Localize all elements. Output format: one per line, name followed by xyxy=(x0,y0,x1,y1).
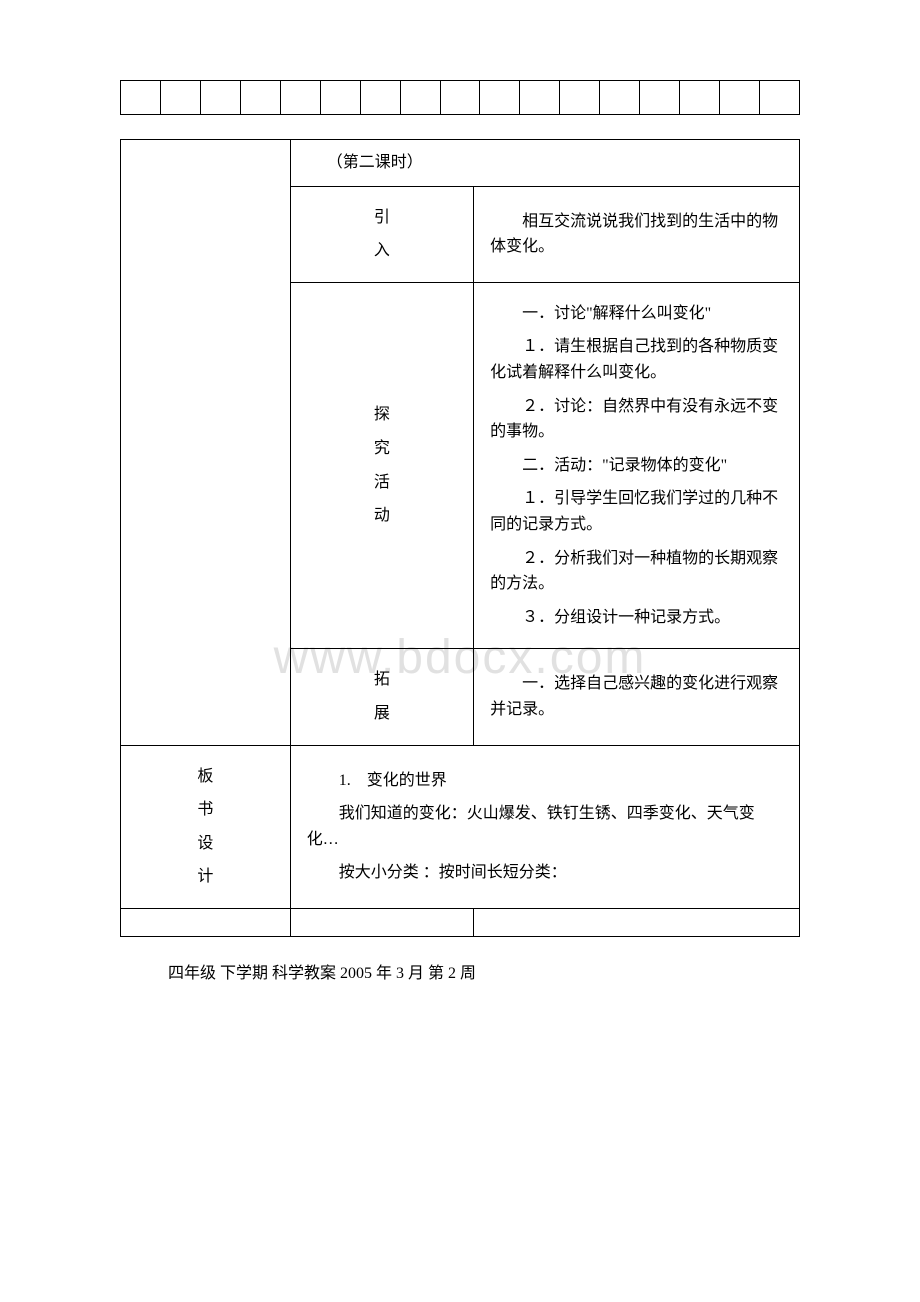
char: 计 xyxy=(137,864,274,890)
footer-line: 四年级 下学期 科学教案 2005 年 3 月 第 2 周 xyxy=(120,961,800,987)
char: 入 xyxy=(307,238,457,264)
empty-footer-row xyxy=(121,908,800,936)
board-design-row: 板 书 设 计 1. 变化的世界 我们知道的变化：火山爆发、铁钉生锈、四季变化、… xyxy=(121,745,800,908)
char: 引 xyxy=(307,205,457,231)
content-para: 一．讨论"解释什么叫变化" xyxy=(490,301,783,327)
content-para: 我们知道的变化：火山爆发、铁钉生锈、四季变化、天气变化… xyxy=(307,801,783,852)
content-para: 二．活动："记录物体的变化" xyxy=(490,453,783,479)
empty-cell xyxy=(474,908,800,936)
char: 拓 xyxy=(307,667,457,693)
char: 探 xyxy=(307,402,457,428)
board-design-label: 板 书 设 计 xyxy=(121,745,291,908)
content-para: １．请生根据自己找到的各种物质变化试着解释什么叫变化。 xyxy=(490,334,783,385)
char: 究 xyxy=(307,436,457,462)
content-para: 按大小分类 ：按时间长短分类： xyxy=(307,860,783,886)
content-para: １．引导学生回忆我们学过的几种不同的记录方式。 xyxy=(490,486,783,537)
extend-label: 拓 展 xyxy=(290,649,473,745)
char: 板 xyxy=(137,764,274,790)
lesson-plan-table: （第二课时） 引 入 相互交流说说我们找到的生活中的物体变化。 探 究 活 动 … xyxy=(120,139,800,937)
content-para: ３．分组设计一种记录方式。 xyxy=(490,605,783,631)
content-para: 一．选择自己感兴趣的变化进行观察并记录。 xyxy=(490,671,783,722)
char: 活 xyxy=(307,470,457,496)
intro-content: 相互交流说说我们找到的生活中的物体变化。 xyxy=(474,186,800,282)
top-empty-grid xyxy=(120,80,800,115)
content-para: ２．讨论：自然界中有没有永远不变的事物。 xyxy=(490,394,783,445)
char: 设 xyxy=(137,831,274,857)
blank-cell xyxy=(121,140,291,746)
section-title-row: （第二课时） xyxy=(121,140,800,187)
empty-cell xyxy=(121,908,291,936)
extend-content: 一．选择自己感兴趣的变化进行观察并记录。 xyxy=(474,649,800,745)
board-design-content: 1. 变化的世界 我们知道的变化：火山爆发、铁钉生锈、四季变化、天气变化… 按大… xyxy=(290,745,799,908)
explore-content: 一．讨论"解释什么叫变化" １．请生根据自己找到的各种物质变化试着解释什么叫变化… xyxy=(474,282,800,649)
explore-label: 探 究 活 动 xyxy=(290,282,473,649)
char: 动 xyxy=(307,503,457,529)
char: 展 xyxy=(307,701,457,727)
intro-label: 引 入 xyxy=(290,186,473,282)
content-para: ２．分析我们对一种植物的长期观察的方法。 xyxy=(490,546,783,597)
grid-row xyxy=(121,81,800,115)
content-para: 1. 变化的世界 xyxy=(307,768,783,794)
empty-cell xyxy=(290,908,473,936)
char: 书 xyxy=(137,797,274,823)
lesson-section-title: （第二课时） xyxy=(290,140,799,187)
content-para: 相互交流说说我们找到的生活中的物体变化。 xyxy=(490,209,783,260)
